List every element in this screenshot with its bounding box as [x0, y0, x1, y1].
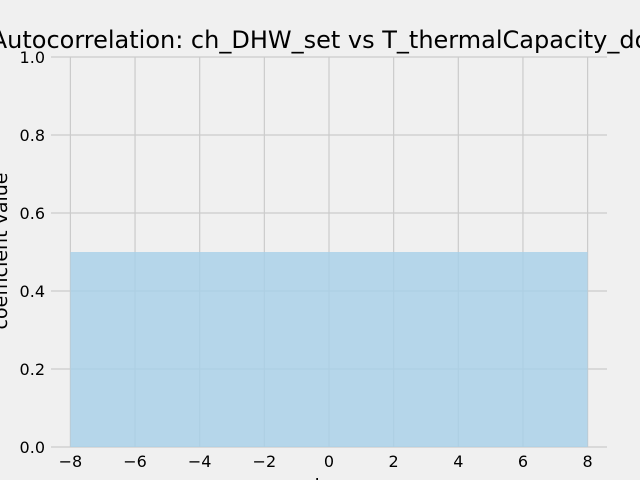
y-tick-label: 0.6	[20, 204, 45, 223]
y-tick-label: 0.8	[20, 126, 45, 145]
y-tick-label: 0.2	[20, 360, 45, 379]
chart-title: Autocorrelation: ch_DHW_set vs T_thermal…	[0, 26, 640, 54]
area-fill	[70, 252, 588, 447]
x-tick-label: −4	[188, 452, 212, 471]
x-tick-label: 6	[518, 452, 528, 471]
y-axis-label: coefficient value	[0, 173, 12, 330]
x-tick-label: −8	[59, 452, 83, 471]
y-tick-label: 0.4	[20, 282, 45, 301]
x-tick-label: 8	[583, 452, 593, 471]
x-tick-label: 2	[389, 452, 399, 471]
x-tick-label: −2	[253, 452, 277, 471]
x-axis-label: lag	[315, 475, 344, 480]
tick-layer: −8 −6 −4 −2 0 2 4 6 8 0.0 0.2 0.4 0.6 0.8 1.0	[20, 48, 593, 471]
x-tick-label: 4	[453, 452, 463, 471]
data-layer	[70, 252, 588, 447]
x-tick-label: −6	[123, 452, 147, 471]
x-tick-label: 0	[324, 452, 334, 471]
y-tick-label: 0.0	[20, 438, 45, 457]
y-tick-label: 1.0	[20, 48, 45, 67]
